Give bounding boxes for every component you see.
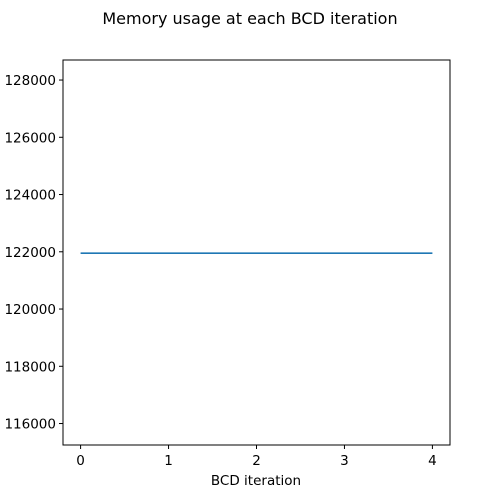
y-tick-label: 116000 <box>4 417 56 433</box>
y-tick-label: 128000 <box>4 73 56 89</box>
x-tick-label: 2 <box>252 453 261 469</box>
x-tick-label: 1 <box>164 453 173 469</box>
y-tick-label: 124000 <box>4 188 56 204</box>
y-tick-label: 122000 <box>4 245 56 261</box>
y-tick-label: 120000 <box>4 302 56 318</box>
y-tick-label: 118000 <box>4 359 56 375</box>
y-tick-label: 126000 <box>4 130 56 146</box>
x-axis-ticks: 0 1 2 3 4 <box>76 445 437 469</box>
x-axis-label: BCD iteration <box>211 473 301 489</box>
y-axis-ticks: 116000 118000 120000 122000 124000 126000 1280… <box>4 73 63 433</box>
chart-title: Memory usage at each BCD iteration <box>102 9 397 28</box>
x-tick-label: 3 <box>340 453 349 469</box>
x-tick-label: 0 <box>76 453 85 469</box>
x-tick-label: 4 <box>428 453 437 469</box>
